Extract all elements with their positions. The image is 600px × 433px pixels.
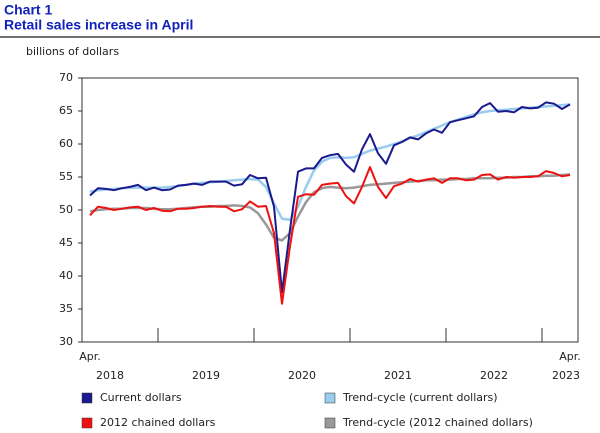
series-line [89, 166, 571, 305]
year-label: 2023 [552, 369, 580, 382]
legend-swatch [324, 417, 336, 429]
y-tick-label: 50 [59, 203, 73, 216]
legend-label: Trend-cycle (current dollars) [342, 391, 498, 404]
y-tick-label: 60 [59, 137, 73, 150]
year-label: 2020 [288, 369, 316, 382]
x-tick-label: Apr. [559, 350, 581, 363]
chart-subtitle: Retail sales increase in April [4, 17, 193, 33]
year-label: 2021 [384, 369, 412, 382]
y-axis-label: billions of dollars [26, 45, 119, 58]
year-label: 2018 [96, 369, 124, 382]
series-line [89, 103, 571, 222]
y-tick-label: 45 [59, 236, 73, 249]
y-tick-label: 65 [59, 104, 73, 117]
chart-title: Chart 1 [4, 2, 52, 18]
y-tick-label: 35 [59, 302, 73, 315]
year-label: 2019 [192, 369, 220, 382]
y-tick-label: 70 [59, 71, 73, 84]
legend-swatch [324, 392, 336, 404]
legend-label: 2012 chained dollars [100, 416, 216, 429]
year-label: 2022 [480, 369, 508, 382]
legend-swatch [81, 392, 93, 404]
legend-label: Current dollars [100, 391, 182, 404]
series-line [89, 101, 571, 294]
legend-swatch [81, 417, 93, 429]
y-tick-label: 40 [59, 269, 73, 282]
x-tick-label: Apr. [79, 350, 101, 363]
y-tick-label: 55 [59, 170, 73, 183]
series-line [89, 173, 571, 242]
y-tick-label: 30 [59, 335, 73, 348]
legend-label: Trend-cycle (2012 chained dollars) [342, 416, 533, 429]
